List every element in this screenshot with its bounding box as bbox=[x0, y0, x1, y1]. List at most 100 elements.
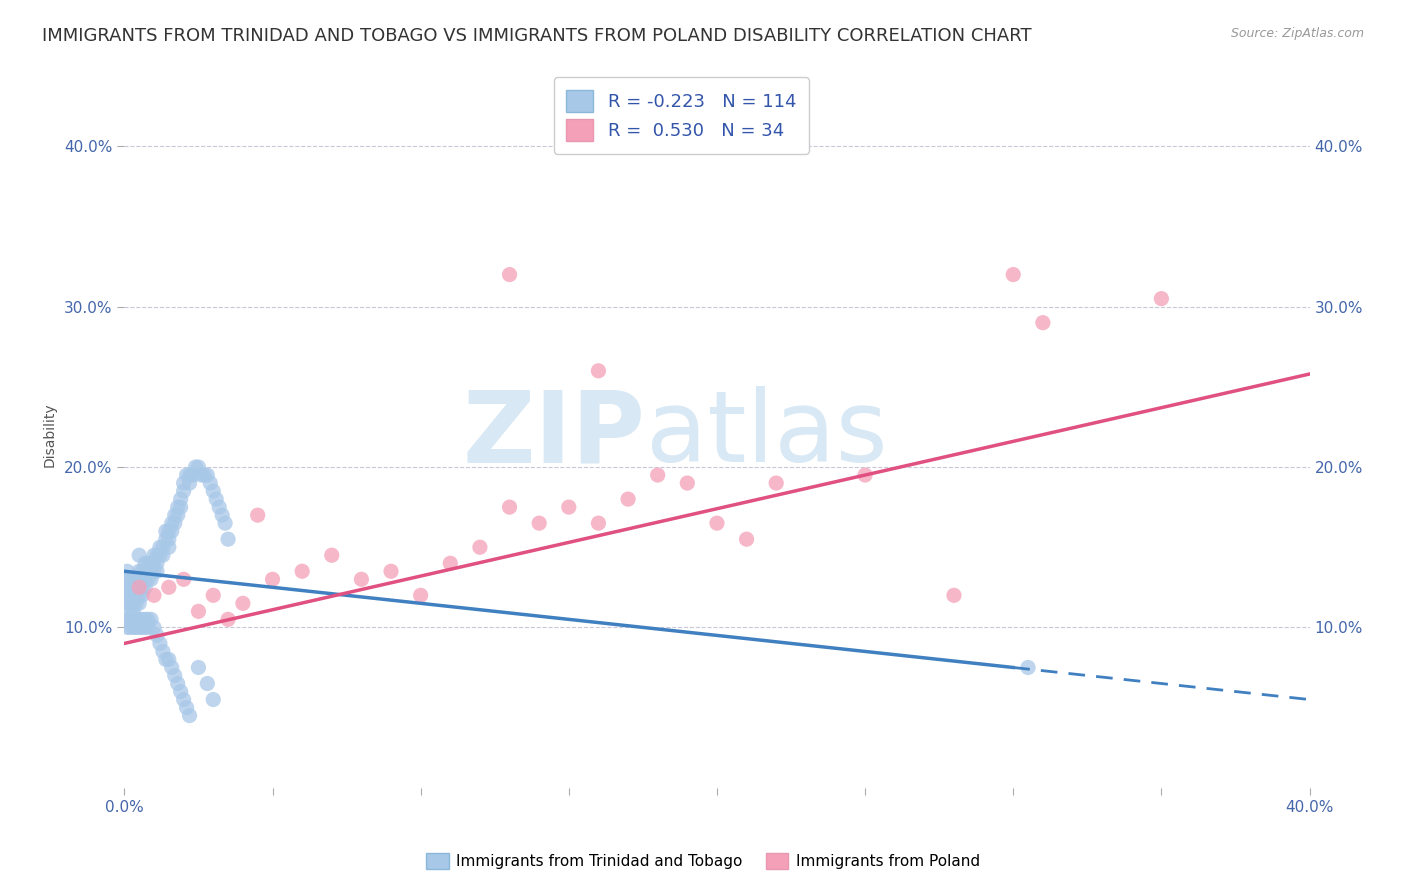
Point bbox=[205, 492, 228, 507]
Point bbox=[128, 596, 150, 610]
Point bbox=[131, 564, 153, 578]
Point bbox=[136, 564, 159, 578]
Point bbox=[527, 516, 550, 530]
Point bbox=[128, 564, 150, 578]
Point bbox=[190, 468, 212, 483]
Point bbox=[193, 468, 215, 483]
Point bbox=[321, 548, 343, 562]
Point bbox=[157, 652, 180, 666]
Point bbox=[146, 548, 169, 562]
Point bbox=[136, 612, 159, 626]
Point bbox=[184, 460, 207, 475]
Point bbox=[211, 508, 233, 523]
Legend: R = -0.223   N = 114, R =  0.530   N = 34: R = -0.223 N = 114, R = 0.530 N = 34 bbox=[554, 77, 808, 153]
Point bbox=[160, 660, 183, 674]
Point bbox=[149, 548, 172, 562]
Point bbox=[125, 588, 148, 602]
Point bbox=[350, 572, 373, 586]
Point bbox=[125, 572, 148, 586]
Point bbox=[173, 692, 195, 706]
Point bbox=[122, 588, 145, 602]
Point bbox=[157, 580, 180, 594]
Point bbox=[246, 508, 269, 523]
Point bbox=[1032, 316, 1054, 330]
Point bbox=[146, 556, 169, 570]
Point bbox=[217, 612, 239, 626]
Point bbox=[136, 556, 159, 570]
Point bbox=[202, 588, 225, 602]
Point bbox=[146, 564, 169, 578]
Point bbox=[498, 500, 520, 515]
Point bbox=[155, 524, 177, 538]
Point bbox=[125, 580, 148, 594]
Point bbox=[214, 516, 236, 530]
Point bbox=[149, 636, 172, 650]
Point bbox=[409, 588, 432, 602]
Point bbox=[853, 468, 876, 483]
Point bbox=[155, 532, 177, 546]
Point bbox=[134, 556, 156, 570]
Point bbox=[152, 644, 174, 658]
Point bbox=[588, 364, 610, 378]
Point bbox=[187, 460, 209, 475]
Point bbox=[181, 468, 204, 483]
Point bbox=[143, 588, 166, 602]
Point bbox=[122, 604, 145, 618]
Point bbox=[202, 484, 225, 499]
Point bbox=[1002, 268, 1025, 282]
Point bbox=[143, 548, 166, 562]
Text: ZIP: ZIP bbox=[463, 386, 645, 483]
Point bbox=[117, 580, 139, 594]
Point bbox=[176, 700, 198, 714]
Point bbox=[128, 620, 150, 634]
Point bbox=[187, 604, 209, 618]
Point bbox=[676, 476, 699, 491]
Point bbox=[117, 596, 139, 610]
Point bbox=[179, 468, 201, 483]
Point bbox=[1150, 292, 1173, 306]
Point bbox=[120, 596, 142, 610]
Point bbox=[160, 524, 183, 538]
Point bbox=[200, 476, 222, 491]
Text: IMMIGRANTS FROM TRINIDAD AND TOBAGO VS IMMIGRANTS FROM POLAND DISABILITY CORRELA: IMMIGRANTS FROM TRINIDAD AND TOBAGO VS I… bbox=[42, 27, 1032, 45]
Point bbox=[117, 612, 139, 626]
Point bbox=[187, 660, 209, 674]
Point bbox=[157, 532, 180, 546]
Point bbox=[232, 596, 254, 610]
Point bbox=[169, 500, 191, 515]
Point bbox=[146, 628, 169, 642]
Point bbox=[128, 612, 150, 626]
Point bbox=[122, 612, 145, 626]
Point bbox=[468, 540, 491, 554]
Point bbox=[169, 684, 191, 698]
Point bbox=[166, 508, 188, 523]
Point bbox=[195, 676, 218, 690]
Point bbox=[439, 556, 461, 570]
Point bbox=[128, 548, 150, 562]
Point bbox=[134, 620, 156, 634]
Point bbox=[155, 652, 177, 666]
Point bbox=[117, 564, 139, 578]
Point bbox=[647, 468, 669, 483]
Point bbox=[120, 612, 142, 626]
Point bbox=[166, 500, 188, 515]
Point bbox=[131, 620, 153, 634]
Y-axis label: Disability: Disability bbox=[44, 402, 58, 467]
Point bbox=[125, 612, 148, 626]
Point bbox=[157, 524, 180, 538]
Point bbox=[943, 588, 966, 602]
Point bbox=[152, 540, 174, 554]
Point bbox=[134, 572, 156, 586]
Point bbox=[125, 620, 148, 634]
Point bbox=[498, 268, 520, 282]
Point bbox=[139, 572, 162, 586]
Point bbox=[139, 612, 162, 626]
Legend: Immigrants from Trinidad and Tobago, Immigrants from Poland: Immigrants from Trinidad and Tobago, Imm… bbox=[419, 847, 987, 875]
Point bbox=[131, 572, 153, 586]
Text: Source: ZipAtlas.com: Source: ZipAtlas.com bbox=[1230, 27, 1364, 40]
Point bbox=[122, 620, 145, 634]
Point bbox=[143, 620, 166, 634]
Point bbox=[122, 572, 145, 586]
Point bbox=[136, 620, 159, 634]
Point bbox=[131, 612, 153, 626]
